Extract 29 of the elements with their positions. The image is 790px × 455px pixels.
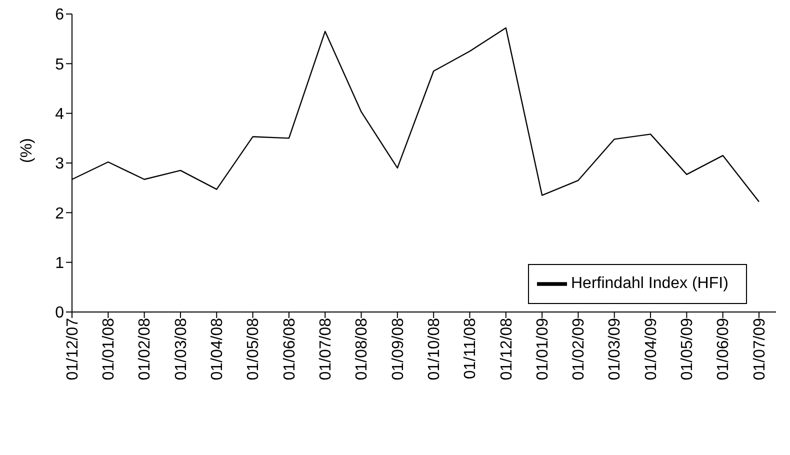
x-tick-label: 01/05/08 (245, 318, 262, 380)
y-tick-label: 1 (55, 255, 64, 272)
x-tick-label: 01/09/08 (390, 318, 407, 380)
x-tick-label: 01/01/09 (534, 318, 552, 380)
x-tick-label: 01/03/08 (172, 318, 190, 380)
y-tick-label: 6 (55, 6, 64, 24)
y-tick-label: 0 (55, 304, 64, 322)
x-tick-label: 01/05/09 (679, 318, 696, 380)
x-tick-label: 01/01/08 (100, 318, 118, 380)
y-tick-label: 2 (55, 205, 64, 222)
x-tick-label: 01/12/07 (64, 318, 82, 380)
x-tick-label: 01/07/08 (317, 318, 334, 380)
x-tick-label: 01/11/08 (462, 318, 480, 380)
x-tick-label: 01/04/09 (642, 318, 660, 380)
x-tick-label: 01/06/09 (715, 318, 732, 380)
x-tick-label: 01/07/09 (751, 318, 768, 380)
y-tick-label: 5 (55, 56, 64, 74)
x-tick-label: 01/04/08 (208, 318, 226, 380)
x-tick-label: 01/10/08 (426, 318, 443, 380)
x-tick-label: 01/08/08 (354, 318, 371, 380)
legend-label: Herfindahl Index (HFI) (571, 275, 728, 292)
y-tick-label: 4 (55, 106, 64, 124)
x-tick-label: 01/02/08 (136, 318, 154, 380)
x-tick-label: 01/06/08 (281, 318, 298, 380)
x-tick-label: 01/12/08 (498, 318, 516, 380)
x-tick-label: 01/02/09 (570, 318, 588, 380)
y-axis-title: (%) (18, 138, 36, 163)
y-tick-label: 3 (55, 156, 64, 173)
x-tick-label: 01/03/09 (606, 318, 624, 380)
